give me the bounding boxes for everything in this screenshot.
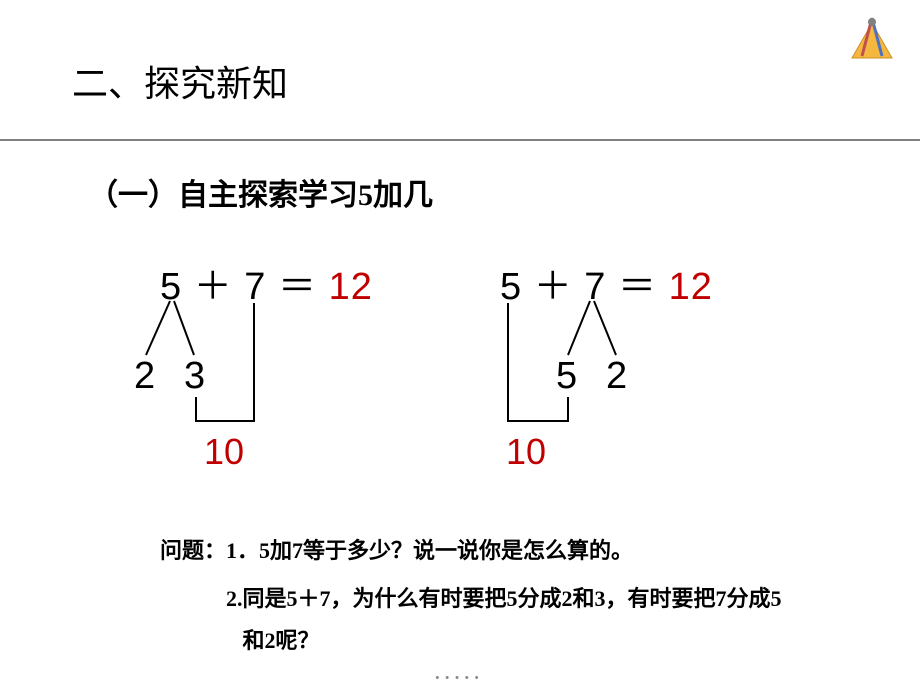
divider-line [0, 139, 920, 141]
decomposition-lines-right [490, 297, 690, 437]
ten-label: 10 [204, 431, 244, 473]
decomp-left-value: 2 [134, 355, 155, 398]
question-text: 5加7等于多少？说一说你是怎么算的。 [259, 530, 633, 572]
page-indicator: ••••• [435, 672, 484, 684]
decomp-left-value: 5 [556, 355, 577, 398]
subsection-title: （一）自主探索学习5加几 [88, 170, 433, 214]
ten-label: 10 [506, 431, 546, 473]
questions-label: 问题： [160, 530, 226, 572]
decomposition-lines-left [130, 297, 330, 437]
equation-right: 5 ＋ 7 ＝ 12 5 2 10 [500, 255, 713, 310]
questions-block: 问题： 1． 5加7等于多少？说一说你是怎么算的。 问题： 2. 同是5＋7，为… [160, 530, 800, 661]
equation-left: 5 ＋ 7 ＝ 12 2 3 10 [160, 255, 373, 310]
question-number: 1． [226, 530, 259, 572]
diagram-area: 5 ＋ 7 ＝ 12 2 3 10 5 ＋ 7 ＝ [0, 245, 920, 485]
decomp-right-value: 3 [184, 355, 205, 398]
decomp-right-value: 2 [606, 355, 627, 398]
result: 12 [329, 266, 373, 308]
question-number: 2. [226, 578, 243, 662]
slide: 二、探究新知 （一）自主探索学习5加几 5 ＋ 7 ＝ 12 2 3 10 [0, 0, 920, 690]
math-tools-icon [842, 8, 902, 68]
question-row: 问题： 1． 5加7等于多少？说一说你是怎么算的。 [160, 530, 800, 572]
question-text: 同是5＋7，为什么有时要把5分成2和3，有时要把7分成5和2呢？ [243, 578, 800, 662]
question-row: 问题： 2. 同是5＋7，为什么有时要把5分成2和3，有时要把7分成5和2呢？ [160, 578, 800, 662]
section-heading: 二、探究新知 [72, 55, 288, 107]
